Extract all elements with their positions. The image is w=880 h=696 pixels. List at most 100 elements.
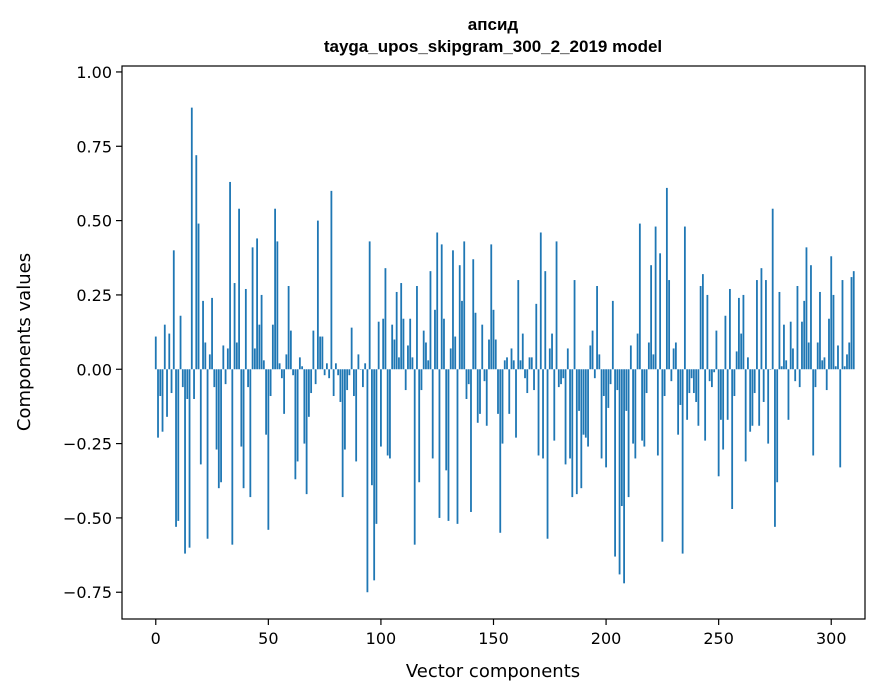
bar [443, 318, 445, 370]
bar [348, 369, 351, 376]
bar [546, 369, 549, 539]
bar [850, 277, 853, 370]
bar [798, 369, 801, 388]
bar [699, 286, 702, 370]
bar [280, 369, 283, 379]
bar [783, 324, 785, 370]
bar [494, 339, 497, 370]
bar [600, 369, 603, 459]
bar [832, 294, 835, 370]
bar [260, 294, 263, 370]
bar [528, 357, 531, 370]
bar [172, 250, 175, 370]
bar [217, 369, 220, 489]
bar [184, 369, 186, 554]
bar [429, 271, 432, 370]
bar [452, 250, 454, 370]
bar [454, 336, 457, 370]
bar [769, 369, 772, 370]
bar [512, 360, 515, 370]
bar [364, 363, 367, 370]
bar [681, 369, 684, 554]
bar [402, 318, 405, 370]
bar [499, 369, 502, 533]
bar [368, 241, 371, 370]
bar [168, 333, 171, 370]
bar [670, 369, 673, 382]
bar [211, 297, 213, 370]
x-tick-label: 50 [258, 629, 278, 648]
bar [751, 369, 754, 426]
bar [199, 369, 202, 465]
bar [492, 309, 495, 370]
bar [726, 369, 729, 420]
bar [289, 330, 292, 370]
bar [229, 181, 231, 370]
bar [206, 369, 209, 539]
bar [409, 318, 412, 370]
bar [312, 330, 315, 370]
bar [204, 342, 207, 370]
bar [508, 369, 511, 414]
bar [321, 336, 324, 370]
bar [488, 339, 490, 370]
bar [557, 369, 560, 388]
y-tick-label: 1.00 [76, 63, 112, 82]
bar [256, 238, 258, 370]
bar [625, 369, 628, 411]
bar [852, 271, 855, 370]
bar [479, 369, 481, 414]
bar [738, 297, 740, 370]
bar [292, 369, 295, 376]
bar [265, 369, 267, 435]
bar [814, 369, 817, 388]
bar [434, 309, 436, 370]
bar [197, 223, 200, 370]
bar [456, 369, 459, 524]
bar [704, 369, 707, 441]
bar [235, 342, 238, 370]
bar [701, 274, 704, 370]
bar [400, 283, 403, 370]
bar [711, 369, 713, 388]
bar [683, 226, 686, 370]
bar [161, 369, 164, 432]
bar [571, 369, 574, 498]
bar [170, 369, 173, 394]
bar [474, 312, 477, 370]
y-tick-label: 0.75 [76, 137, 112, 156]
bar [708, 369, 711, 382]
bar [445, 369, 448, 471]
bar [747, 357, 749, 370]
bar [386, 369, 389, 456]
bar [362, 369, 364, 388]
bar [569, 369, 571, 459]
bar [674, 342, 677, 370]
bar [244, 288, 247, 370]
bar [251, 247, 254, 370]
bar [656, 369, 659, 456]
bar [787, 369, 790, 420]
bar [665, 187, 668, 370]
bar [467, 369, 470, 385]
bar [411, 357, 414, 370]
bar [729, 288, 731, 370]
bar [274, 208, 276, 370]
bar [535, 303, 538, 370]
bar [357, 354, 360, 370]
bar [753, 369, 756, 394]
bar [269, 369, 272, 397]
bar [404, 369, 407, 391]
bar [249, 369, 252, 498]
bar [503, 360, 506, 370]
bar [177, 369, 180, 521]
y-axis-ticks: 1.00 0.75 0.50 0.25 0.00 −0.25 −0.50 −0.75 [63, 63, 122, 602]
bar [789, 321, 792, 370]
bar [366, 369, 369, 593]
bar [623, 369, 625, 584]
bar [654, 226, 657, 370]
bar [501, 369, 504, 444]
bar [591, 330, 594, 370]
bar [395, 291, 398, 370]
